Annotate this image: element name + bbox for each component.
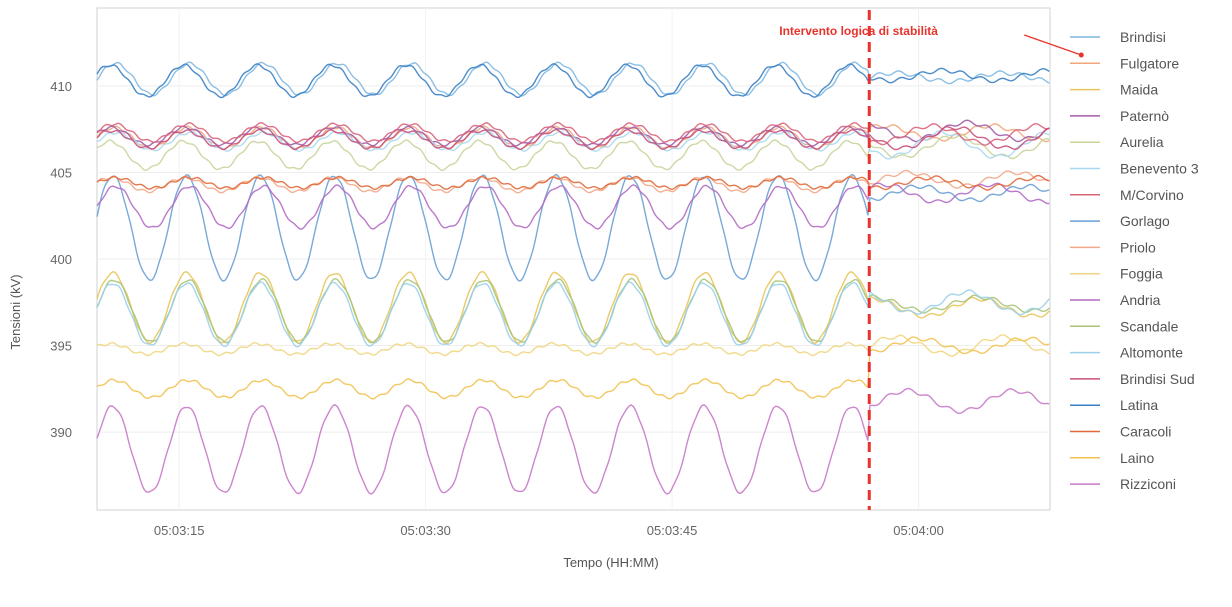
- series-line: [96, 270, 1050, 345]
- x-tick-label: 05:04:00: [893, 523, 944, 538]
- legend-label: Benevento 3: [1120, 161, 1199, 177]
- series-line: [96, 61, 1050, 97]
- legend-label: Fulgatore: [1120, 55, 1179, 71]
- x-tick-label: 05:03:15: [154, 523, 205, 538]
- series-group: [96, 61, 1050, 495]
- x-tick-label: 05:03:30: [400, 523, 451, 538]
- legend-label: M/Corvino: [1120, 187, 1184, 203]
- x-axis-label: Tempo (HH:MM): [563, 555, 658, 570]
- legend: Brindisi Fulgatore Maida Paternò Aurelia Bene…: [1070, 29, 1199, 492]
- y-tick-label: 400: [50, 252, 72, 267]
- series-line: [96, 281, 1050, 348]
- legend-label: Brindisi: [1120, 29, 1166, 45]
- series-line: [96, 336, 1050, 400]
- series-line: [96, 169, 1050, 194]
- legend-label: Caracoli: [1120, 424, 1171, 440]
- y-tick-label: 405: [50, 165, 72, 180]
- y-tick-label: 395: [50, 339, 72, 354]
- series-line: [96, 134, 1050, 172]
- legend-label: Aurelia: [1120, 134, 1164, 150]
- series-line: [96, 63, 1050, 99]
- legend-label: Rizziconi: [1120, 476, 1176, 492]
- series-line: [96, 130, 1050, 160]
- annotation-label: Intervento logica di stabilità: [779, 24, 938, 38]
- y-tick-label: 410: [50, 79, 72, 94]
- series-line: [96, 174, 1050, 191]
- legend-label: Brindisi Sud: [1120, 371, 1195, 387]
- legend-label: Paternò: [1120, 108, 1169, 124]
- y-axis-ticks: 390 395 400 405 410: [50, 79, 72, 440]
- y-axis-label: Tensioni (kV): [8, 274, 23, 349]
- series-line: [96, 387, 1050, 495]
- legend-label: Gorlago: [1120, 213, 1170, 229]
- series-line: [96, 123, 1050, 151]
- x-tick-label: 05:03:45: [647, 523, 698, 538]
- legend-label: Laino: [1120, 450, 1154, 466]
- legend-label: Latina: [1120, 397, 1158, 413]
- legend-label: Priolo: [1120, 239, 1156, 255]
- legend-label: Scandale: [1120, 318, 1179, 334]
- annotation-arrow-head: [1078, 52, 1084, 58]
- y-tick-label: 390: [50, 425, 72, 440]
- series-line: [96, 121, 1050, 146]
- legend-label: Altomonte: [1120, 345, 1183, 361]
- grid: [97, 8, 1050, 510]
- series-line: [96, 334, 1050, 357]
- series-line: [96, 173, 1050, 282]
- legend-label: Andria: [1120, 292, 1161, 308]
- legend-label: Foggia: [1120, 266, 1163, 282]
- series-line: [96, 277, 1050, 345]
- legend-label: Maida: [1120, 82, 1158, 98]
- x-axis-ticks: 05:03:15 05:03:30 05:03:45 05:04:00: [154, 523, 944, 538]
- series-line: [96, 182, 1050, 230]
- annotation-arrow: [1024, 34, 1082, 56]
- series-line: [96, 125, 1050, 151]
